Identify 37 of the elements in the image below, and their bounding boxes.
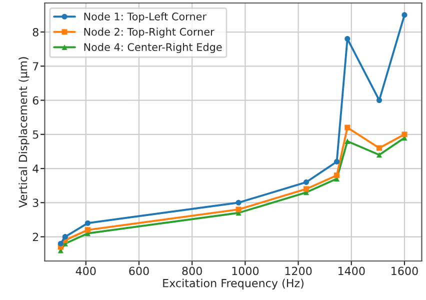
point: [402, 132, 408, 138]
legend-label: Node 2: Top-Right Corner: [84, 28, 214, 38]
x-tick-label: 1200: [285, 266, 312, 276]
point: [84, 227, 91, 233]
y-tick-label: 4: [32, 164, 39, 173]
x-tick-label: 800: [182, 266, 202, 276]
point: [236, 206, 242, 212]
point: [376, 152, 382, 158]
y-tick-label: 6: [32, 96, 38, 105]
legend-label: Node 1: Top-Left Corner: [84, 12, 207, 22]
point: [344, 36, 350, 42]
point: [402, 12, 408, 18]
x-tick-label: 600: [129, 266, 149, 276]
point: [303, 186, 310, 192]
point: [376, 97, 382, 104]
y-tick-label: 8: [32, 28, 38, 36]
y-tick-label: 5: [32, 130, 38, 139]
point: [376, 145, 382, 151]
x-tick-label: 1400: [338, 266, 365, 276]
x-tick-label: 1000: [232, 266, 259, 276]
x-axis-title: Excitation Frequency (Hz): [163, 278, 304, 290]
point: [84, 220, 91, 226]
y-axis-title: Vertical Displacement (μm): [18, 57, 30, 208]
y-tick-label: 7: [33, 62, 38, 70]
point: [334, 158, 340, 164]
point: [236, 200, 242, 206]
y-tick-label: 3: [32, 198, 38, 208]
point: [344, 124, 350, 130]
x-tick-label: 1600: [392, 266, 418, 276]
x-tick-label: 400: [76, 266, 96, 276]
point: [334, 172, 340, 178]
legend-label: Node 4: Center-Right Edge: [84, 42, 222, 54]
point: [62, 234, 68, 240]
y-tick-label: 2: [32, 232, 38, 241]
point: [58, 240, 64, 246]
point: [303, 179, 310, 185]
point: [344, 138, 350, 144]
